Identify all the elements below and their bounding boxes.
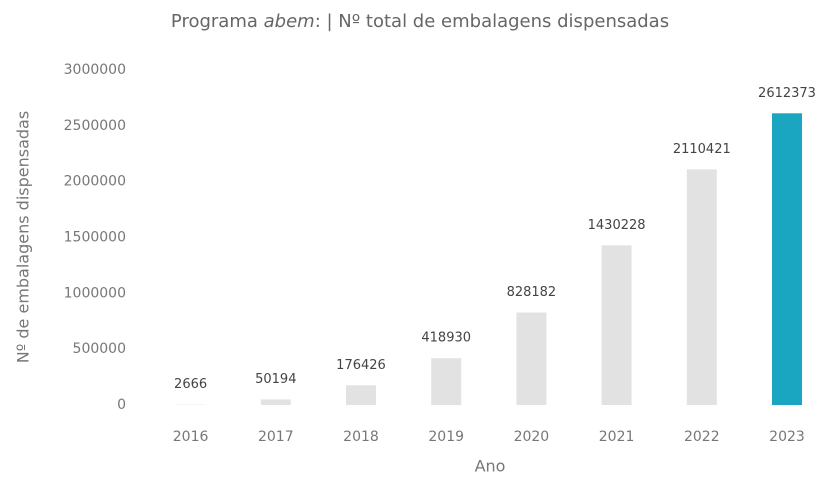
x-tick-label: 2017 [258, 429, 294, 445]
y-tick-label: 500000 [73, 341, 126, 357]
value-label: 828182 [507, 285, 557, 300]
x-tick-label: 2021 [599, 429, 635, 445]
y-tick-label: 1500000 [64, 230, 126, 246]
y-axis-label: Nº de embalagens dispensadas [14, 111, 33, 363]
x-tick-label: 2018 [343, 429, 379, 445]
value-label: 50194 [255, 372, 296, 387]
x-tick-label: 2016 [173, 429, 209, 445]
y-tick-label: 1000000 [64, 285, 126, 301]
x-tick-label: 2023 [769, 429, 805, 445]
value-label: 418930 [421, 331, 471, 346]
y-tick-label: 3000000 [64, 62, 126, 78]
y-tick-label: 0 [117, 397, 126, 413]
bar [686, 169, 717, 405]
bar [260, 399, 291, 405]
title-part: abem [264, 11, 315, 32]
y-tick-label: 2000000 [64, 174, 126, 190]
bar [346, 385, 376, 405]
chart-title: Programa abem: | Nº total de embalagens … [171, 11, 669, 32]
title-part: : | Nº total de embalagens dispensadas [315, 11, 669, 32]
bar [516, 312, 547, 405]
x-tick-label: 2019 [428, 429, 464, 445]
value-label: 2612373 [758, 86, 816, 101]
x-tick-label: 2022 [684, 429, 720, 445]
value-label: 2110421 [673, 142, 731, 157]
bar [431, 358, 462, 405]
y-tick-label: 2500000 [64, 118, 126, 134]
x-axis-label: Ano [475, 457, 506, 476]
bar [772, 113, 802, 406]
x-tick-label: 2020 [514, 429, 550, 445]
title-part: Programa [171, 11, 264, 32]
bar [601, 245, 632, 405]
value-label: 176426 [336, 358, 386, 373]
value-label: 1430228 [588, 218, 646, 233]
value-label: 2666 [174, 377, 207, 392]
